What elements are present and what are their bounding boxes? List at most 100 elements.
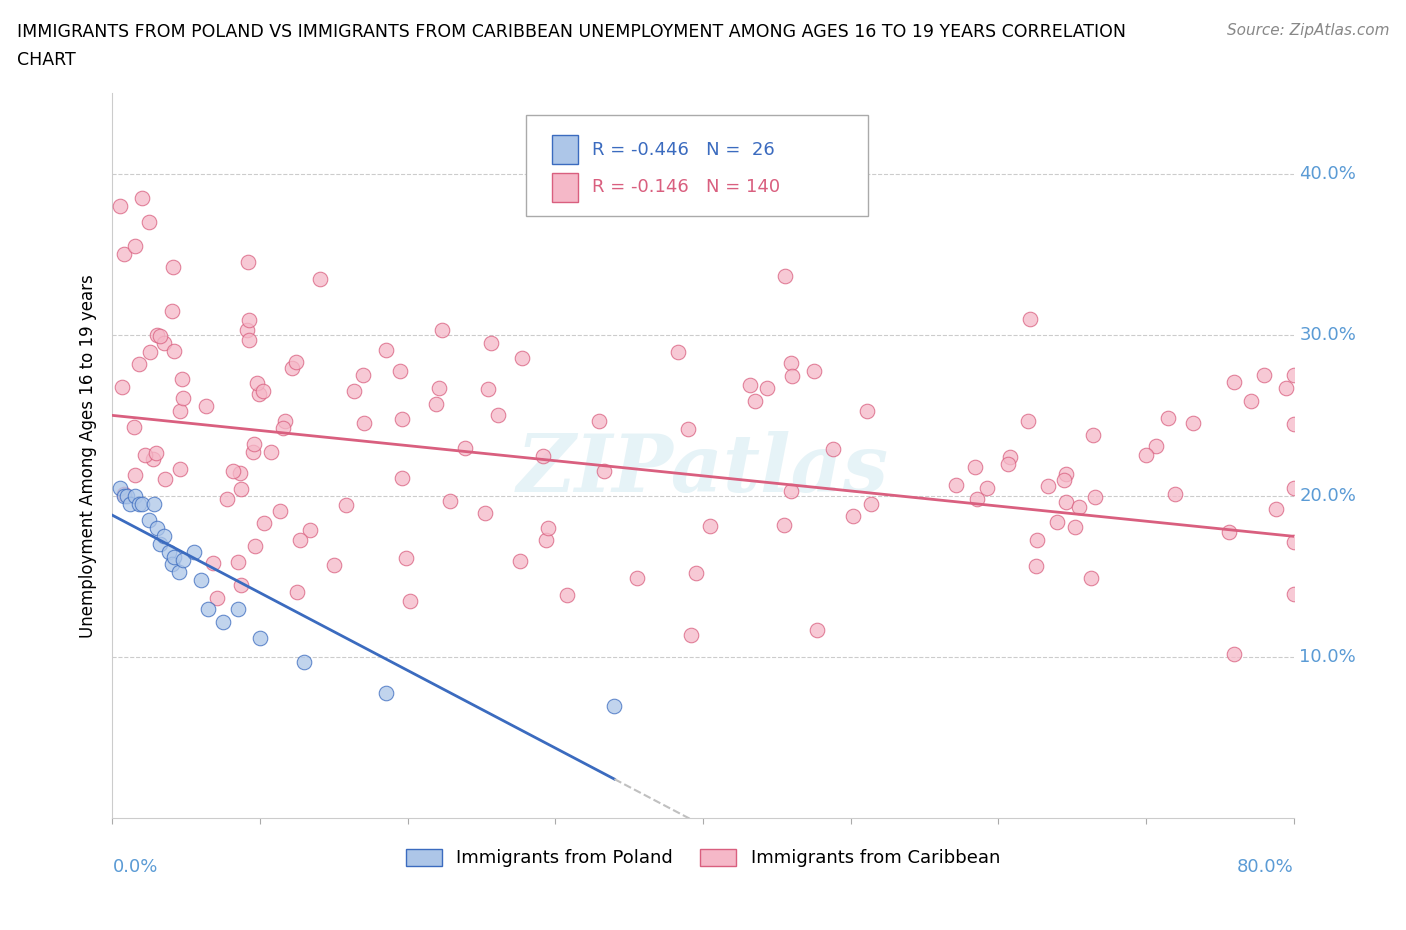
Point [238,332,260,347]
Point [160,556,183,571]
Point [1181,416,1204,431]
Point [170,372,193,387]
Point [1282,417,1305,432]
Point [756,380,779,395]
Point [1144,439,1167,454]
Point [779,484,801,498]
Point [1025,559,1047,574]
Point [1282,534,1305,549]
Point [773,269,796,284]
Bar [551,173,578,202]
Point [779,356,801,371]
Point [231,482,253,497]
Point [149,328,172,343]
Point [162,259,184,274]
Point [842,508,865,523]
Point [124,239,146,254]
Point [131,497,153,512]
Point [945,477,967,492]
Point [1135,448,1157,463]
Point [389,364,412,379]
Legend: Immigrants from Poland, Immigrants from Caribbean: Immigrants from Poland, Immigrants from … [399,842,1007,874]
Point [205,591,228,605]
Point [238,312,260,327]
Point [335,498,357,512]
Point [108,481,131,496]
Point [236,323,259,338]
Point [273,420,295,435]
Text: 30.0%: 30.0% [1299,326,1357,344]
Point [856,404,879,418]
Point [353,416,375,431]
Point [160,303,183,318]
Point [117,488,138,503]
Point [145,446,167,461]
Point [142,452,165,467]
Point [260,445,283,459]
Point [247,387,270,402]
Point [666,344,689,359]
Point [139,344,162,359]
Point [1053,472,1076,487]
Point [1282,481,1305,496]
Point [477,382,499,397]
Point [439,493,461,508]
Point [242,445,264,459]
Text: Source: ZipAtlas.com: Source: ZipAtlas.com [1226,23,1389,38]
Point [593,464,616,479]
Point [112,246,135,261]
Text: R = -0.146   N = 140: R = -0.146 N = 140 [592,179,780,196]
Point [226,602,249,617]
Point [391,412,413,427]
Point [169,404,191,418]
Point [997,457,1019,472]
Text: IMMIGRANTS FROM POLAND VS IMMIGRANTS FROM CARIBBEAN UNEMPLOYMENT AMONG AGES 16 T: IMMIGRANTS FROM POLAND VS IMMIGRANTS FRO… [17,23,1126,41]
Point [1222,375,1244,390]
Point [425,396,447,411]
Point [588,414,610,429]
Point [1000,449,1022,464]
Point [374,685,396,700]
Point [153,472,176,486]
Point [534,532,557,547]
Point [146,327,169,342]
Point [681,628,703,643]
Point [252,384,274,399]
Point [134,447,156,462]
Point [131,191,153,206]
Point [221,464,243,479]
Point [486,407,509,422]
Point [252,516,274,531]
Point [1265,501,1288,516]
Point [124,488,146,503]
Point [1240,393,1263,408]
Point [128,497,150,512]
Point [1017,414,1039,429]
Point [149,537,172,551]
Point [1081,428,1104,443]
Point [157,545,180,560]
Point [1026,532,1049,547]
Point [243,437,266,452]
FancyBboxPatch shape [526,114,869,217]
Point [292,655,315,670]
Point [201,555,224,570]
Point [744,393,766,408]
Point [190,572,212,587]
Point [112,487,135,502]
Bar [551,136,578,165]
Point [153,336,176,351]
Point [976,481,998,496]
Text: R = -0.446   N =  26: R = -0.446 N = 26 [592,140,775,159]
Point [285,585,308,600]
Point [323,557,346,572]
Point [212,615,235,630]
Text: 80.0%: 80.0% [1237,858,1294,876]
Text: 10.0%: 10.0% [1299,648,1357,666]
Point [172,391,194,405]
Point [163,343,186,358]
Point [236,255,259,270]
Y-axis label: Unemployment Among Ages 16 to 19 years: Unemployment Among Ages 16 to 19 years [79,273,97,638]
Point [112,488,135,503]
Point [1223,647,1246,662]
